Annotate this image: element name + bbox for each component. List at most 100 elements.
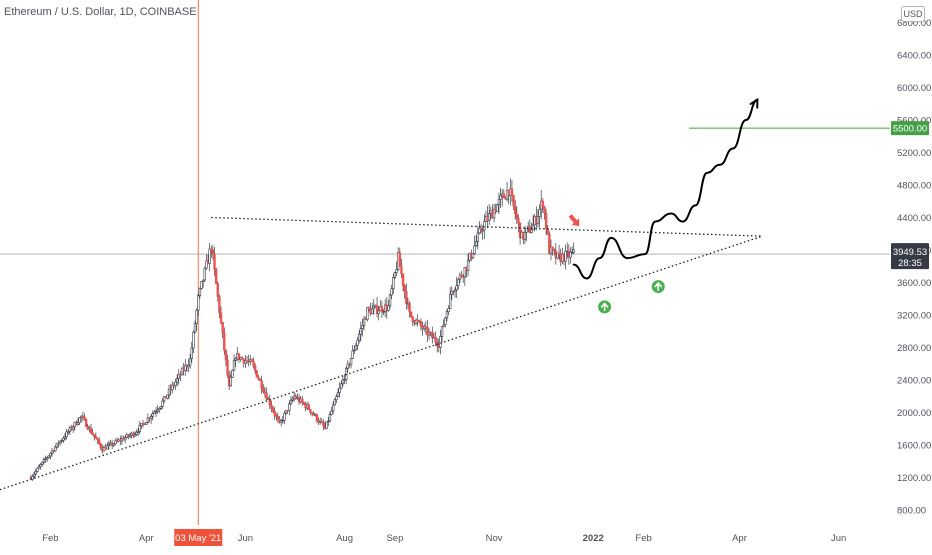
currency-button[interactable]: USD	[901, 6, 925, 22]
candle-up	[138, 425, 141, 432]
candle-up	[382, 311, 385, 313]
candle-up	[366, 307, 369, 320]
candle-down	[551, 246, 554, 250]
candle-down	[302, 402, 306, 405]
candle-down	[400, 266, 403, 275]
candle-up	[158, 408, 161, 411]
candle-up	[570, 251, 574, 254]
candle-down	[322, 422, 325, 427]
candle-up	[195, 309, 198, 325]
candle-up	[483, 221, 486, 231]
candle-up	[481, 229, 484, 232]
candle-up	[331, 404, 335, 412]
candle-up	[284, 409, 288, 414]
candle-down	[401, 273, 405, 286]
candle-up	[107, 443, 111, 447]
candle-up	[439, 336, 442, 348]
candle-up	[71, 426, 75, 430]
crosshair-date-label-bg	[174, 529, 223, 546]
candle-down	[411, 316, 415, 323]
candle-up	[49, 453, 52, 457]
candle-down	[431, 332, 434, 339]
candle-up	[343, 379, 346, 381]
candle-down	[548, 233, 551, 255]
y-tick-label: 2800.00	[897, 343, 931, 354]
candle-up	[447, 308, 450, 312]
candle-up	[525, 228, 528, 233]
candle-up	[197, 295, 200, 311]
candle-up	[36, 467, 39, 472]
target-price-label-bg	[891, 121, 929, 136]
candle-down	[260, 380, 263, 389]
candle-up	[370, 308, 374, 314]
candle-up	[180, 368, 184, 376]
candle-up	[60, 440, 63, 442]
candle-up	[161, 400, 164, 407]
arrow-shape	[568, 214, 580, 227]
candle-up	[335, 396, 338, 401]
candle-down	[426, 326, 429, 336]
candle-down	[380, 306, 384, 313]
candle-down	[257, 376, 260, 380]
candle-down	[268, 398, 271, 406]
candle-up	[487, 213, 491, 222]
candle-up	[458, 274, 462, 280]
axis-ticks: 800.00 1200.00 1600.00 2000.00 2400.00 2800.0…	[42, 18, 931, 544]
candle-up	[427, 332, 431, 336]
candle-up	[106, 445, 109, 450]
x-tick-label: Aug	[336, 533, 353, 544]
candle-up	[159, 406, 163, 409]
current-price-label-bg	[891, 243, 929, 270]
overlay-lines	[0, 97, 890, 491]
candle-down	[219, 312, 223, 323]
candle-down	[218, 296, 221, 314]
candle-up	[328, 414, 332, 422]
candle-up	[192, 331, 195, 349]
x-tick-label: Nov	[486, 533, 503, 544]
candle-up	[440, 326, 444, 337]
candle-down	[403, 285, 406, 292]
y-tick-label: 800.00	[897, 506, 926, 517]
candle-up	[114, 440, 117, 445]
candle-up	[78, 417, 81, 423]
candle-down	[419, 321, 423, 327]
candle-down	[320, 421, 323, 424]
arrow-glyph	[600, 302, 609, 312]
candle-down	[315, 414, 319, 421]
candle-up	[67, 431, 70, 433]
candle-up	[556, 252, 559, 259]
candle-down	[416, 319, 419, 322]
green-arrow-up-icon	[598, 300, 612, 314]
candle-down	[258, 378, 262, 382]
x-tick-label: Jun	[238, 533, 253, 544]
candle-up	[340, 383, 343, 389]
candle-up	[395, 269, 398, 273]
candle-up	[330, 410, 333, 415]
candle-down	[250, 359, 254, 362]
candle-down	[224, 349, 228, 361]
candle-down	[517, 218, 520, 224]
candle-down	[97, 439, 101, 445]
chart-title: Ethereum / U.S. Dollar, 1D, COINBASE	[4, 6, 197, 18]
candle-down	[216, 283, 219, 297]
candle-up	[523, 231, 527, 240]
x-tick-label: Sep	[386, 533, 403, 544]
candle-down	[263, 391, 267, 394]
candle-up	[200, 280, 203, 289]
candle-down	[84, 419, 88, 427]
candle-up	[549, 246, 553, 255]
candle-down	[409, 311, 413, 318]
candle-up	[463, 266, 467, 278]
candle-up	[354, 344, 358, 351]
candle-up	[473, 245, 476, 254]
candle-up	[145, 422, 148, 425]
candle-up	[76, 422, 80, 425]
candle-up	[377, 310, 380, 314]
candle-up	[154, 410, 158, 413]
candle-up	[63, 436, 67, 439]
candle-up	[372, 306, 376, 310]
candle-up	[232, 360, 236, 371]
